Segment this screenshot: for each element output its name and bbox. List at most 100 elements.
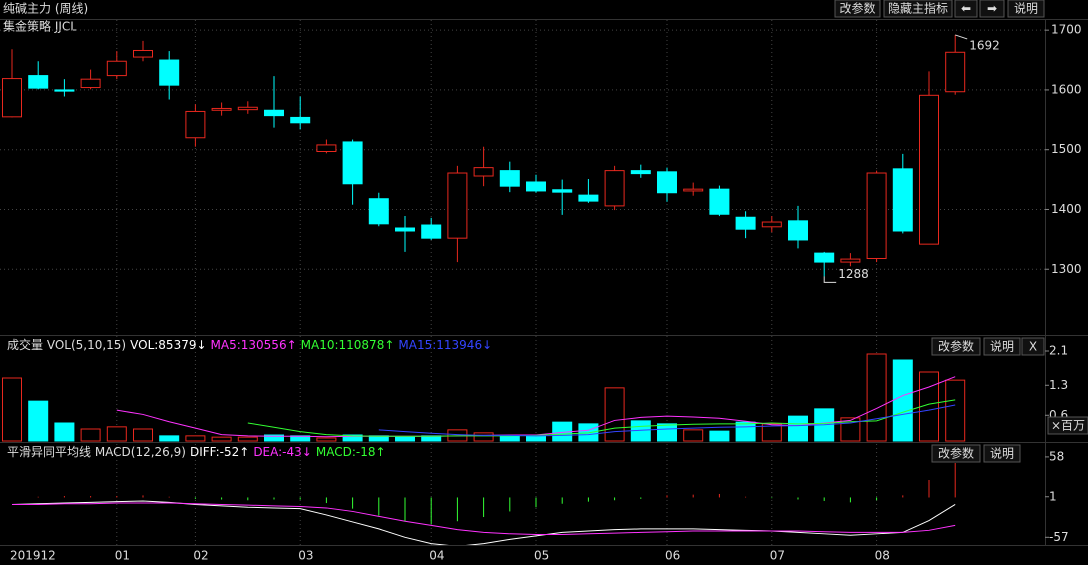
volume-bar: [316, 437, 337, 442]
x-tick-label: 02: [193, 549, 208, 563]
button-label[interactable]: 改参数: [839, 1, 875, 16]
volume-bar: [683, 429, 704, 442]
candle-body: [237, 106, 258, 111]
x-tick-label: 06: [665, 549, 680, 563]
button-label[interactable]: 说明: [990, 446, 1014, 461]
candle-body: [788, 220, 808, 241]
button-label[interactable]: 说明: [1014, 1, 1038, 16]
candle-body: [919, 94, 939, 245]
y-tick-label: 1700: [1051, 23, 1082, 37]
candle-body: [368, 198, 389, 225]
unit-label: ×百万: [1051, 419, 1085, 433]
chart-title: 纯碱主力 (周线): [3, 2, 88, 16]
max-label: 1692: [969, 38, 1000, 52]
candle-body: [578, 194, 599, 202]
candle-body: [342, 141, 363, 185]
volume-bar: [80, 428, 101, 442]
y-tick-label: 1300: [1051, 262, 1082, 276]
volume-bar: [919, 371, 939, 442]
unit-box: [1047, 416, 1088, 435]
candle-body: [185, 110, 206, 139]
indicator-line: [378, 404, 956, 437]
x-tick-label: 01: [115, 549, 130, 563]
button-frame: [954, 0, 978, 18]
legend-entry: MA15:113946↓: [398, 338, 492, 352]
volume-bar: [54, 422, 75, 442]
candle-body: [604, 170, 625, 207]
volume-bar: [159, 435, 180, 442]
candle-body: [866, 172, 887, 259]
indicator-line: [12, 502, 956, 536]
candle-body: [735, 216, 756, 230]
button[interactable]: 改参数: [931, 337, 981, 356]
min-label: 1288: [838, 267, 869, 281]
panel-title: 平滑异同平均线 MACD(12,26,9) DIFF:-52↑ DEA:-43↓ MA…: [7, 445, 386, 459]
volume-bar: [945, 379, 966, 442]
button-frame: [931, 444, 981, 463]
button-label[interactable]: 改参数: [938, 446, 974, 461]
button[interactable]: ⬅: [954, 0, 978, 18]
legend-entry: VOL:85379↓: [130, 338, 206, 352]
volume-bar: [106, 426, 127, 442]
candle-body: [630, 170, 651, 175]
y-tick-label: 1400: [1051, 202, 1082, 216]
candle-body: [395, 227, 415, 232]
button-label[interactable]: 隐藏主指标: [888, 1, 948, 16]
button-label[interactable]: 改参数: [938, 339, 974, 354]
frame: [0, 19, 1088, 546]
candle-body: [683, 188, 704, 192]
y-tick-label: 2.1: [1049, 344, 1068, 358]
x-tick-label: 05: [534, 549, 549, 563]
button[interactable]: 隐藏主指标: [883, 0, 953, 18]
volume-bar: [709, 430, 730, 442]
button-label[interactable]: ➡: [987, 2, 997, 16]
button[interactable]: 说明: [983, 444, 1021, 463]
candle-body: [709, 188, 730, 215]
candle-body: [657, 171, 677, 194]
volume-bar: [342, 434, 363, 442]
candle-body: [761, 221, 782, 228]
volume-bar: [604, 387, 625, 442]
volume-bar: [237, 436, 258, 442]
y-tick-label: 1600: [1051, 82, 1082, 96]
y-tick-label: -57: [1049, 530, 1069, 544]
legend-entry: MA5:130556↑: [211, 338, 297, 352]
candle-body: [264, 109, 284, 117]
panel-title: 成交量 VOL(5,10,15) VOL:85379↓ MA5:130556↑ MA1…: [7, 337, 492, 352]
x-tick-label: 201912: [10, 549, 56, 563]
volume-bar: [473, 432, 494, 442]
button[interactable]: 说明: [983, 337, 1021, 356]
volume-bar: [657, 423, 677, 442]
min-pointer: [823, 276, 837, 283]
candle-body: [211, 107, 232, 111]
candle-body: [473, 167, 494, 177]
legend-entry: DIFF:-52↑: [190, 445, 249, 459]
volume-bar: [264, 434, 284, 442]
candle-body: [552, 189, 573, 193]
candle-body: [80, 78, 101, 89]
candle-body: [159, 59, 180, 86]
volume-bar: [735, 421, 756, 442]
button-label[interactable]: ⬅: [961, 2, 971, 16]
button-label[interactable]: 说明: [990, 339, 1014, 354]
button[interactable]: ➡: [979, 0, 1005, 18]
max-pointer: [955, 34, 968, 40]
candle-body: [290, 116, 311, 124]
x-tick-label: 03: [298, 549, 313, 563]
volume-bar: [211, 436, 232, 442]
x-tick-label: 07: [770, 549, 785, 563]
button-frame: [979, 0, 1005, 18]
button-label[interactable]: X: [1029, 340, 1037, 354]
button[interactable]: 改参数: [931, 444, 981, 463]
button[interactable]: 改参数: [834, 0, 881, 18]
y-tick-label: 1500: [1051, 142, 1082, 156]
button[interactable]: 说明: [1007, 0, 1045, 18]
volume-bar: [892, 359, 913, 442]
volume-bar: [866, 353, 887, 442]
volume-bar: [28, 400, 49, 442]
candle-body: [133, 49, 153, 58]
button[interactable]: X: [1021, 337, 1045, 356]
panel-title: 平滑异同平均线 MACD(12,26,9): [7, 445, 186, 459]
candle-body: [945, 51, 966, 93]
